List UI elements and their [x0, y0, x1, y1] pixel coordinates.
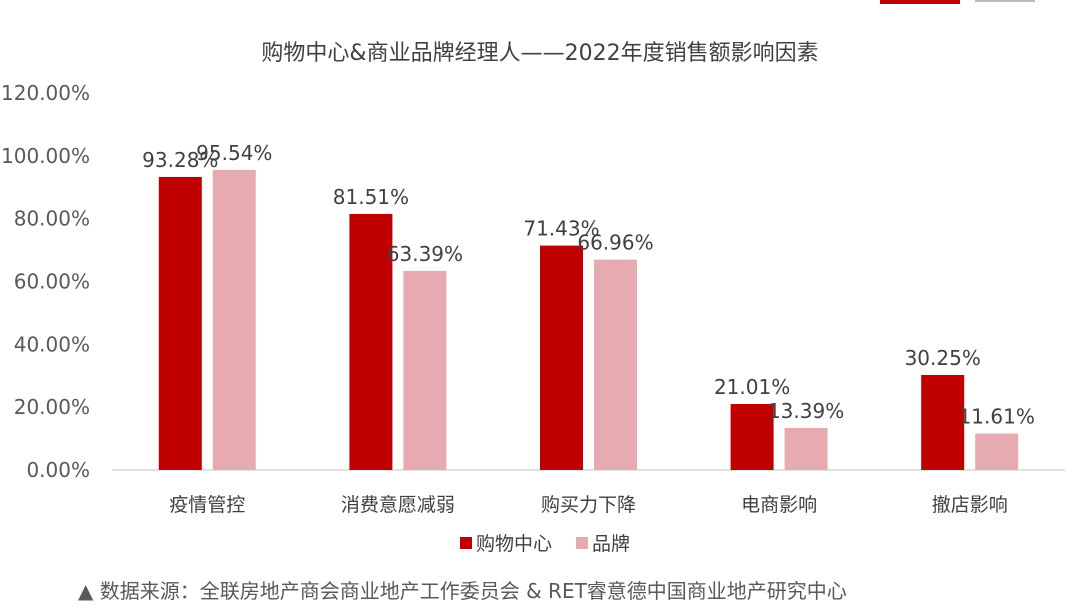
y-axis: 0.00% 20.00% 40.00% 60.00% 80.00% 100.00% 120.… [1, 81, 90, 482]
y-tick-label: 100.00% [1, 144, 90, 168]
data-label: 63.39% [387, 242, 463, 266]
bar-mall [349, 213, 393, 471]
data-label: 21.01% [714, 375, 790, 399]
category-label: 购买力下降 [541, 494, 636, 516]
data-label: 81.51% [333, 185, 409, 209]
y-tick-label: 120.00% [1, 81, 90, 105]
y-tick-label: 40.00% [14, 332, 90, 356]
y-tick-label: 0.00% [26, 458, 90, 482]
category-label: 消费意愿减弱 [341, 494, 455, 516]
data-label: 71.43% [523, 217, 599, 241]
data-label: 66.96% [577, 231, 653, 255]
bar-brand [975, 433, 1019, 470]
category-label: 疫情管控 [169, 494, 245, 516]
y-tick-label: 80.00% [14, 207, 90, 231]
bar-mall [730, 403, 774, 470]
bar-brand [212, 169, 256, 471]
legend-swatch [576, 537, 588, 549]
y-tick-label: 20.00% [14, 395, 90, 419]
bar-brand [403, 270, 447, 470]
data-label: 95.54% [196, 141, 272, 165]
bar-mall [158, 176, 202, 471]
data-labels-group: 93.28%95.54% 81.51% 63.39% 71.43%66.96% 21.0… [142, 141, 1035, 429]
brand-logo-mark [880, 0, 960, 4]
chart-title: 购物中心&商业品牌经理人——2022年度销售额影响因素 [261, 41, 818, 66]
legend-label: 购物中心 [476, 533, 552, 555]
category-labels: 疫情管控 消费意愿减弱 购买力下降 电商影响 撤店影响 [169, 494, 1007, 516]
bar-brand [594, 259, 637, 470]
bars-group [158, 169, 1019, 471]
bar-mall [921, 374, 965, 470]
legend-label: 品牌 [592, 533, 630, 555]
data-label: 30.25% [905, 346, 981, 370]
legend: 购物中心 品牌 [460, 533, 630, 555]
y-tick-label: 60.00% [14, 270, 90, 294]
legend-swatch [460, 537, 472, 549]
brand-logo-text [975, 0, 1035, 2]
data-label: 13.39% [768, 399, 844, 423]
source-note: ▲ 数据来源：全联房地产商会商业地产工作委员会 & RET睿意德中国商业地产研究… [78, 579, 847, 603]
category-label: 撤店影响 [932, 494, 1008, 516]
category-label: 电商影响 [741, 494, 817, 516]
bar-mall [540, 245, 583, 470]
data-label: 11.61% [959, 405, 1035, 429]
bar-brand [784, 427, 828, 470]
data-label: 93.28% [142, 148, 218, 172]
